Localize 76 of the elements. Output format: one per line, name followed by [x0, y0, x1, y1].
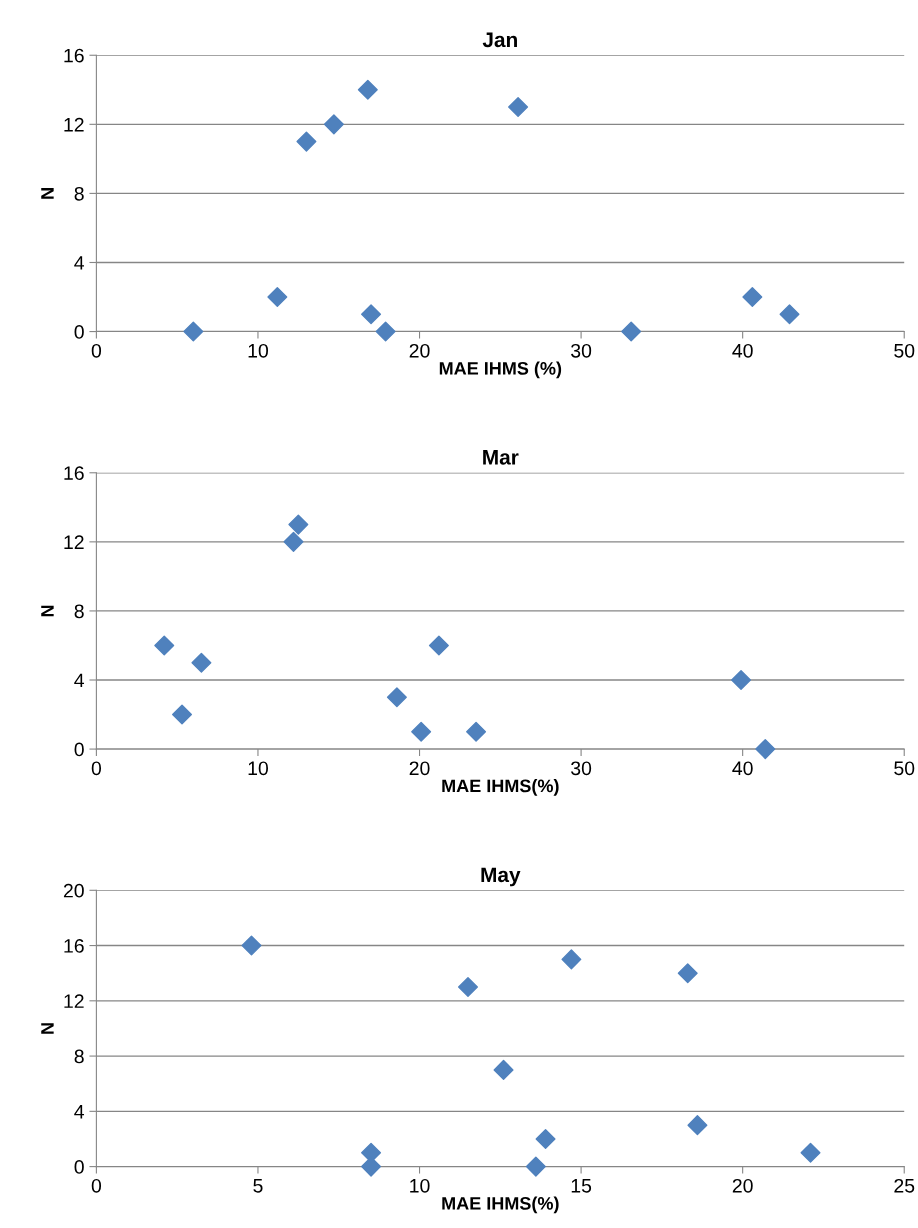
chart-title: May [481, 867, 521, 887]
y-tick-label: 4 [74, 1105, 85, 1119]
point [357, 79, 378, 100]
x-tick-label: 5 [253, 1179, 263, 1193]
x-tick-label: 30 [571, 343, 592, 358]
point [466, 721, 487, 742]
point [361, 304, 382, 325]
point [742, 287, 763, 308]
y-tick-label: 8 [74, 186, 84, 201]
point [428, 635, 449, 656]
x-tick-label: 40 [732, 761, 753, 776]
x-tick-label: 15 [571, 1179, 592, 1193]
point [731, 669, 752, 691]
point [241, 935, 262, 956]
y-tick-label: 16 [64, 939, 84, 953]
x-tick-label: 40 [732, 343, 753, 358]
y-tick-label: 0 [74, 325, 84, 339]
y-tick-label: 4 [74, 673, 85, 688]
y-tick-label: 4 [74, 256, 85, 270]
point [375, 321, 396, 342]
x-axis-title: MAE IHMS(%) [442, 1196, 559, 1214]
point [172, 704, 193, 725]
x-tick-label: 50 [894, 761, 915, 776]
y-tick-label: 0 [74, 742, 84, 757]
x-tick-label: 0 [91, 761, 102, 776]
point [296, 131, 317, 152]
point [191, 652, 212, 673]
x-axis-title: MAE IHMS (%) [439, 361, 562, 379]
x-tick-label: 0 [91, 343, 102, 358]
y-axis-title: N [41, 188, 54, 199]
point [183, 321, 204, 342]
point [621, 321, 642, 342]
y-axis-title: N [41, 605, 54, 617]
point [508, 97, 529, 118]
point [800, 1142, 821, 1163]
point [386, 687, 407, 708]
point [755, 739, 776, 760]
point [283, 531, 304, 552]
x-axis-title: MAE IHMS(%) [442, 779, 559, 796]
x-tick-label: 10 [248, 761, 269, 776]
point [323, 114, 344, 135]
y-tick-label: 8 [74, 1049, 84, 1064]
point [288, 514, 309, 535]
chart-title: Jan [482, 32, 517, 48]
x-tick-label: 20 [732, 1178, 753, 1193]
point [361, 1156, 382, 1177]
x-tick-label: 25 [894, 1178, 915, 1193]
y-tick-label: 12 [64, 994, 84, 1008]
point [267, 287, 288, 308]
chart-title: Mar [483, 450, 519, 465]
y-axis-title: N [41, 1023, 54, 1034]
point [361, 1142, 382, 1163]
point [779, 304, 800, 325]
point [677, 963, 698, 984]
point [525, 1156, 546, 1177]
x-tick-label: 10 [248, 343, 269, 358]
x-tick-label: 20 [409, 343, 430, 358]
y-tick-label: 0 [74, 1160, 84, 1174]
y-tick-label: 20 [63, 883, 84, 898]
point [535, 1128, 556, 1149]
y-tick-label: 8 [74, 604, 84, 619]
x-tick-label: 0 [91, 1178, 102, 1193]
point [457, 976, 479, 998]
y-tick-label: 16 [64, 48, 84, 63]
x-tick-label: 10 [410, 1178, 430, 1193]
y-tick-label: 16 [64, 466, 84, 481]
y-tick-label: 12 [64, 535, 84, 549]
point [561, 949, 582, 970]
x-tick-label: 50 [894, 343, 915, 358]
x-tick-label: 30 [571, 761, 592, 776]
y-tick-label: 12 [64, 117, 84, 132]
x-tick-label: 20 [409, 761, 430, 776]
point [154, 635, 175, 656]
point [493, 1059, 514, 1080]
point [687, 1115, 708, 1136]
point [411, 721, 432, 742]
